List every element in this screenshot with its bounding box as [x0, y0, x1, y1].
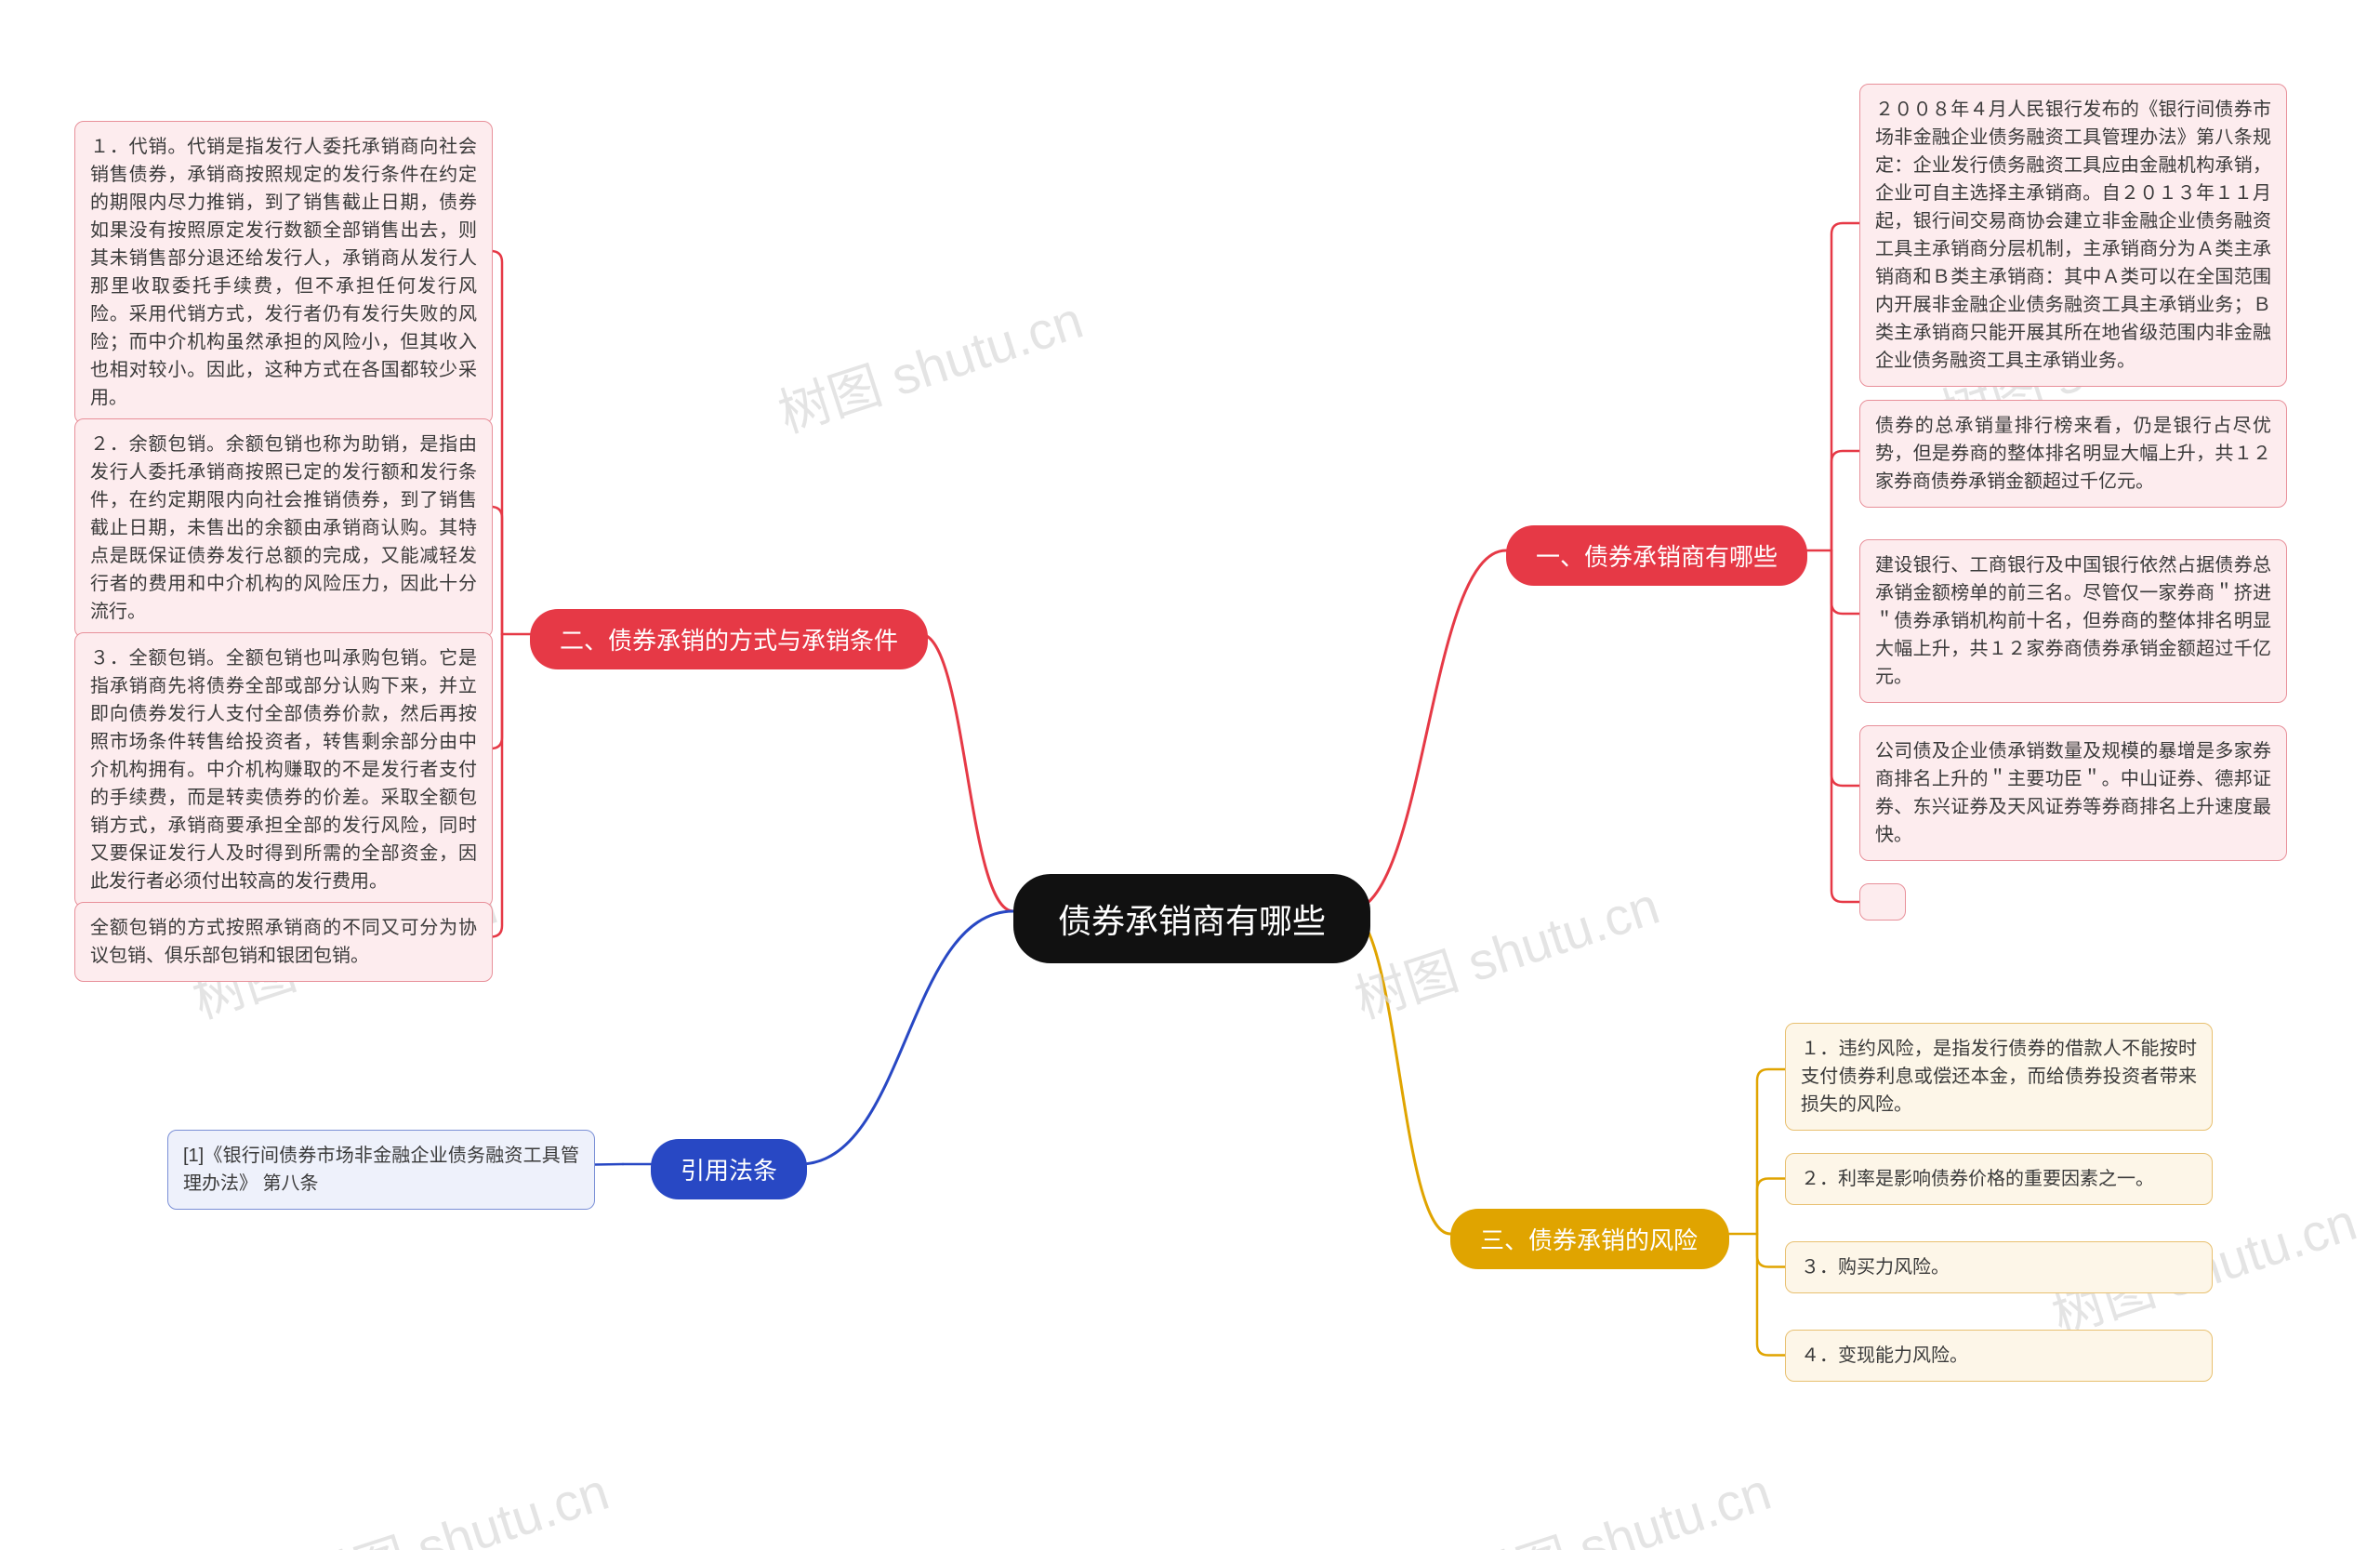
branch-node-b4: 引用法条: [651, 1139, 807, 1199]
leaf-node: ３．全额包销。全额包销也叫承购包销。它是指承销商先将债券全部或部分认购下来，并立…: [74, 632, 493, 907]
leaf-text: ４．变现能力风险。: [1801, 1345, 1968, 1366]
leaf-node: 债券的总承销量排行榜来看，仍是银行占尽优势，但是券商的整体排名明显大幅上升，共１…: [1859, 400, 2287, 508]
leaf-node: 建设银行、工商银行及中国银行依然占据债券总承销金额榜单的前三名。尽管仅一家券商＂…: [1859, 539, 2287, 703]
leaf-text: 债券的总承销量排行榜来看，仍是银行占尽优势，但是券商的整体排名明显大幅上升，共１…: [1875, 416, 2271, 492]
watermark: 树图 shutu.cn: [1344, 865, 1668, 1034]
leaf-node: ４．变现能力风险。: [1785, 1330, 2213, 1382]
branch-label: 引用法条: [681, 1157, 777, 1185]
leaf-text: ２．利率是影响债券价格的重要因素之一。: [1801, 1169, 2154, 1189]
leaf-node: [1859, 883, 1906, 921]
watermark: 树图 shutu.cn: [768, 279, 1091, 448]
leaf-node: ２．余额包销。余额包销也称为助销，是指由发行人委托承销商按照已定的发行额和发行条…: [74, 418, 493, 638]
branch-node-b2: 二、债券承销的方式与承销条件: [530, 609, 928, 669]
leaf-node: ２００８年４月人民银行发布的《银行间债券市场非金融企业债务融资工具管理办法》第八…: [1859, 84, 2287, 387]
leaf-text: １．违约风险，是指发行债券的借款人不能按时支付债券利息或偿还本金，而给债券投资者…: [1801, 1039, 2197, 1115]
leaf-text: 全额包销的方式按照承销商的不同又可分为协议包销、俱乐部包销和银团包销。: [90, 918, 477, 966]
leaf-node: 全额包销的方式按照承销商的不同又可分为协议包销、俱乐部包销和银团包销。: [74, 902, 493, 982]
leaf-text: ２００８年４月人民银行发布的《银行间债券市场非金融企业债务融资工具管理办法》第八…: [1875, 99, 2271, 371]
watermark: 树图 shutu.cn: [294, 1451, 617, 1550]
leaf-node: ２．利率是影响债券价格的重要因素之一。: [1785, 1153, 2213, 1205]
leaf-node: 公司债及企业债承销数量及规模的暴增是多家券商排名上升的＂主要功臣＂。中山证券、德…: [1859, 725, 2287, 861]
branch-node-b3: 三、债券承销的风险: [1450, 1209, 1729, 1269]
leaf-node: [1]《银行间债券市场非金融企业债务融资工具管理办法》 第八条: [167, 1130, 595, 1210]
leaf-text: １．代销。代销是指发行人委托承销商向社会销售债券，承销商按照规定的发行条件在约定…: [90, 137, 477, 408]
leaf-text: 建设银行、工商银行及中国银行依然占据债券总承销金额榜单的前三名。尽管仅一家券商＂…: [1875, 555, 2271, 687]
center-label: 债券承销商有哪些: [1058, 902, 1326, 940]
watermark: 树图 shutu.cn: [1456, 1451, 1779, 1550]
leaf-text: ３．购买力风险。: [1801, 1257, 1950, 1278]
center-node: 债券承销商有哪些: [1013, 874, 1370, 963]
leaf-node: １．违约风险，是指发行债券的借款人不能按时支付债券利息或偿还本金，而给债券投资者…: [1785, 1023, 2213, 1131]
branch-node-b1: 一、债券承销商有哪些: [1506, 525, 1807, 586]
leaf-text: ３．全额包销。全额包销也叫承购包销。它是指承销商先将债券全部或部分认购下来，并立…: [90, 648, 477, 892]
branch-label: 二、债券承销的方式与承销条件: [560, 627, 898, 655]
leaf-text: 公司债及企业债承销数量及规模的暴增是多家券商排名上升的＂主要功臣＂。中山证券、德…: [1875, 741, 2271, 845]
branch-label: 一、债券承销商有哪些: [1536, 543, 1778, 571]
leaf-node: １．代销。代销是指发行人委托承销商向社会销售债券，承销商按照规定的发行条件在约定…: [74, 121, 493, 424]
leaf-text: ２．余额包销。余额包销也称为助销，是指由发行人委托承销商按照已定的发行额和发行条…: [90, 434, 477, 622]
leaf-node: ３．购买力风险。: [1785, 1241, 2213, 1293]
branch-label: 三、债券承销的风险: [1480, 1226, 1698, 1254]
leaf-text: [1]《银行间债券市场非金融企业债务融资工具管理办法》 第八条: [183, 1146, 579, 1194]
